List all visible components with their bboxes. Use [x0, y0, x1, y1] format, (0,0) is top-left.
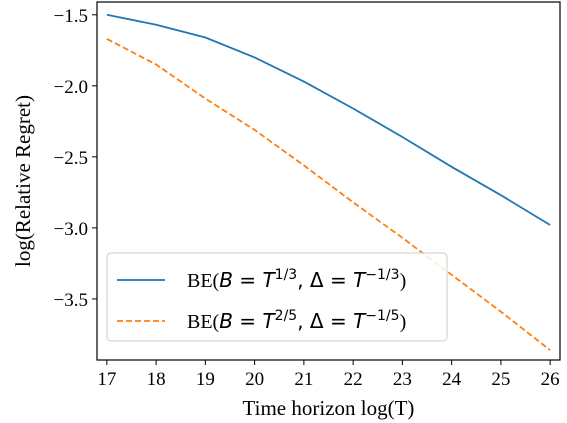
- y-axis-ticks: −1.5 −2.0 −2.5 −3.0 −3.5: [54, 6, 97, 311]
- x-axis-label: Time horizon log(T): [243, 396, 415, 420]
- legend-label-1: BE(B = T1/3, Δ = T−1/3): [187, 267, 406, 292]
- legend-label-2: BE(B = T2/5, Δ = T−1/5): [187, 308, 406, 333]
- x-tick-label: 18: [147, 369, 166, 390]
- series-layer: [106, 13, 551, 351]
- y-tick-label: −2.0: [54, 77, 88, 98]
- plot-frame: [96, 1, 561, 361]
- x-tick-label: 20: [245, 369, 264, 390]
- x-tick-label: 23: [393, 369, 412, 390]
- y-tick-label: −1.5: [54, 6, 88, 27]
- x-tick-label: 24: [442, 369, 462, 390]
- legend: BE(B = T1/3, Δ = T−1/3) BE(B = T2/5, Δ = …: [106, 252, 448, 342]
- x-axis-ticks: 17 18 19 20 21 22 23 24 25 26: [97, 360, 560, 390]
- series-line-2: [106, 38, 551, 351]
- y-axis-label: log(Relative Regret): [11, 95, 35, 267]
- x-tick-label: 22: [344, 369, 363, 390]
- x-tick-label: 26: [541, 369, 560, 390]
- y-tick-label: −2.5: [54, 148, 88, 169]
- series-line-1: [106, 13, 551, 226]
- legend-box: [106, 252, 448, 342]
- x-tick-label: 21: [294, 369, 313, 390]
- x-tick-label: 19: [196, 369, 215, 390]
- x-tick-label: 17: [97, 369, 116, 390]
- x-tick-label: 25: [491, 369, 510, 390]
- y-tick-label: −3.5: [54, 290, 88, 311]
- y-tick-label: −3.0: [54, 219, 88, 240]
